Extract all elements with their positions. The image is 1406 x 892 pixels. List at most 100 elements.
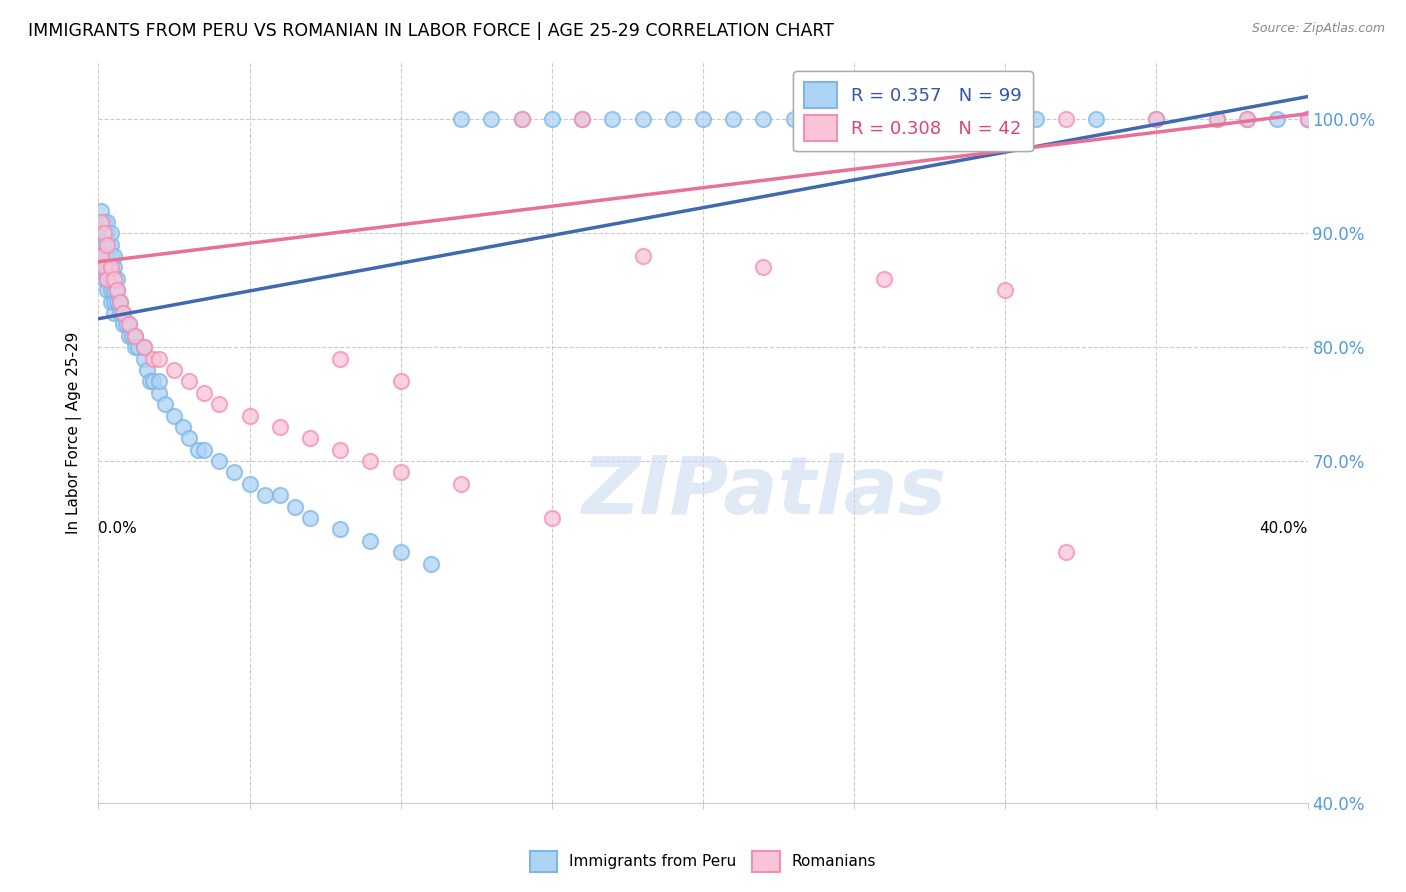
Point [208,397,231,411]
Point [105,294,128,309]
Point [121,328,143,343]
Point [284,500,307,514]
Point [100,283,122,297]
Point [96,249,118,263]
Point [1236,112,1258,127]
Point [752,112,775,127]
Point [103,260,125,275]
Point [1206,112,1229,127]
Point [389,545,412,559]
Point [103,294,125,309]
Point [100,249,122,263]
Point [904,112,927,127]
Point [96,272,118,286]
Point [329,351,352,366]
Point [329,442,352,457]
Point [540,511,562,525]
Point [118,318,141,332]
Point [873,112,896,127]
Point [723,112,745,127]
Point [93,227,115,241]
Point [93,249,115,263]
Point [1054,112,1077,127]
Point [187,442,209,457]
Point [299,431,322,445]
Text: 40.0%: 40.0% [1260,522,1308,536]
Point [90,227,112,241]
Point [132,351,155,366]
Point [142,351,165,366]
Point [934,112,956,127]
Point [148,351,170,366]
Point [662,112,685,127]
Point [93,215,115,229]
Point [96,237,118,252]
Point [602,112,624,127]
Point [127,340,149,354]
Point [965,112,987,127]
Point [163,363,186,377]
Point [124,340,146,354]
Point [269,488,291,502]
Point [96,283,118,297]
Point [90,203,112,218]
Point [93,260,115,275]
Point [103,272,125,286]
Point [269,420,291,434]
Point [93,237,115,252]
Point [360,454,382,468]
Point [239,476,262,491]
Point [114,318,136,332]
Point [510,112,533,127]
Point [105,283,128,297]
Point [93,260,115,275]
Point [111,318,134,332]
Point [111,306,134,320]
Point [1085,112,1108,127]
Point [253,488,276,502]
Point [90,249,112,263]
Point [139,375,162,389]
Point [1267,112,1289,127]
Point [103,306,125,320]
Point [844,112,866,127]
Point [193,442,215,457]
Point [100,227,122,241]
Point [571,112,593,127]
Point [540,112,562,127]
Point [93,272,115,286]
Point [389,466,412,480]
Point [108,294,131,309]
Y-axis label: In Labor Force | Age 25-29: In Labor Force | Age 25-29 [66,332,83,533]
Point [631,249,654,263]
Point [96,272,118,286]
Point [148,385,170,400]
Point [481,112,503,127]
Point [90,215,112,229]
Point [360,533,382,548]
Point [90,237,112,252]
Text: ZIPatlas: ZIPatlas [581,453,946,531]
Point [1054,545,1077,559]
Point [103,272,125,286]
Point [450,112,472,127]
Point [124,328,146,343]
Point [239,409,262,423]
Point [994,283,1017,297]
Point [100,260,122,275]
Legend: R = 0.357   N = 99, R = 0.308   N = 42: R = 0.357 N = 99, R = 0.308 N = 42 [793,71,1032,152]
Point [692,112,714,127]
Point [873,272,896,286]
Point [1296,112,1319,127]
Point [299,511,322,525]
Point [93,227,115,241]
Point [103,249,125,263]
Point [108,306,131,320]
Point [1236,112,1258,127]
Point [108,294,131,309]
Point [96,227,118,241]
Point [329,523,352,537]
Point [813,112,835,127]
Point [100,260,122,275]
Point [105,283,128,297]
